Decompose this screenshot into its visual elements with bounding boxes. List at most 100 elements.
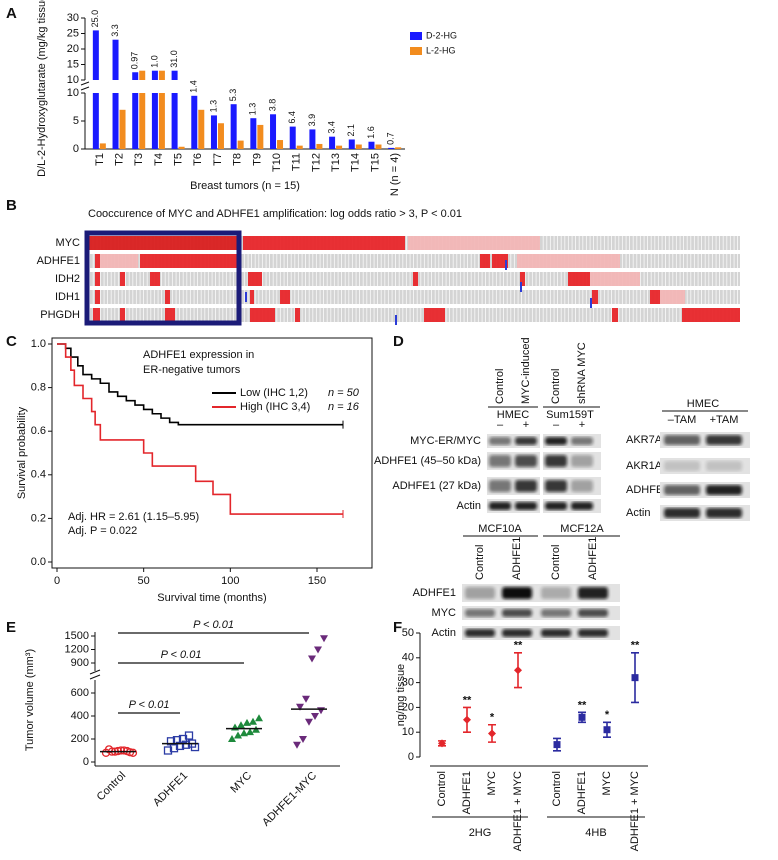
bar-annotation: 3.9	[307, 114, 317, 127]
point	[166, 737, 176, 746]
bar	[316, 143, 323, 149]
y-tick-label: 1500	[65, 630, 89, 642]
alteration	[95, 290, 100, 304]
blot-band	[465, 609, 495, 617]
panel-label: B	[6, 197, 17, 214]
blot-band	[489, 455, 511, 467]
y-tick-label: 0	[408, 751, 414, 763]
annotation: Adj. P = 0.022	[68, 525, 137, 537]
bar	[119, 109, 126, 149]
y-tick-label: 0.6	[31, 425, 46, 437]
y-tick-label: 10	[67, 74, 79, 86]
blot-band	[571, 437, 593, 445]
bar-annotation: 2.1	[346, 124, 356, 137]
alteration	[413, 272, 418, 286]
legend-label: Low (IHC 1,2)	[240, 387, 308, 399]
y-axis-label: ng/mg tissue	[395, 664, 407, 726]
bar	[237, 140, 244, 149]
point	[240, 729, 248, 737]
y-tick-label: 1.0	[31, 338, 46, 350]
significance: *	[490, 712, 495, 724]
axis-break	[80, 81, 90, 86]
y-tick-label: 400	[71, 710, 89, 722]
blot-band	[578, 587, 608, 599]
y-tick-label: 900	[71, 657, 89, 669]
x-tick-label: T2	[113, 153, 125, 166]
blot-band	[664, 508, 700, 518]
bar-annotation: 3.3	[110, 24, 120, 37]
alteration	[150, 272, 160, 286]
bar	[355, 144, 362, 149]
column-label: shRNA MYC	[576, 342, 588, 404]
alteration	[517, 254, 620, 268]
axis-break	[89, 674, 101, 680]
blot-band	[571, 480, 593, 492]
y-tick-label: 10	[67, 87, 79, 99]
legend-swatch	[410, 32, 422, 40]
panel-label: F	[393, 619, 402, 636]
survival-curve	[57, 343, 343, 426]
column-label: –TAM	[668, 414, 697, 426]
x-tick-label: ADHFE1-MYC	[260, 770, 319, 829]
significance: *	[605, 709, 610, 721]
bar	[112, 93, 119, 149]
comparison-label: P < 0.01	[129, 699, 170, 711]
bar	[92, 30, 99, 80]
bar	[289, 126, 296, 149]
x-tick-label: T1	[94, 153, 106, 166]
x-tick-label: T3	[133, 153, 145, 166]
alteration	[520, 272, 525, 286]
bar	[309, 129, 316, 149]
point	[578, 713, 586, 721]
blot-band	[706, 435, 742, 445]
alteration	[650, 290, 660, 304]
legend-label: D-2-HG	[426, 30, 457, 40]
point	[249, 717, 257, 725]
alteration	[120, 272, 125, 286]
bar	[388, 147, 395, 149]
x-tick-label: Control	[95, 770, 129, 804]
bar	[158, 93, 165, 149]
blot-band	[571, 455, 593, 467]
point	[308, 655, 316, 663]
cooccurrence-box	[84, 230, 242, 326]
bar	[171, 93, 178, 149]
column-label: ADHFE1	[587, 537, 599, 580]
gene-label: PHGDH	[40, 309, 80, 321]
y-axis-label: D/L-2-Hydroxyglutarate (mg/kg tissue)	[36, 0, 48, 177]
bar-annotation: 1.0	[149, 55, 159, 68]
treatment-label: –	[553, 419, 560, 431]
legend-swatch	[410, 47, 422, 55]
blot-band	[571, 502, 593, 510]
axis-break	[89, 669, 101, 675]
treatment-label: –	[497, 419, 504, 431]
x-tick-label: T12	[310, 153, 322, 172]
alteration	[568, 272, 590, 286]
bar-annotation: 5.3	[228, 89, 238, 102]
x-tick-label: T8	[232, 153, 244, 166]
y-tick-label: 200	[71, 733, 89, 745]
bar	[158, 70, 165, 80]
x-tick-label: MYC	[486, 771, 498, 796]
bar-annotation: 1.6	[366, 126, 376, 139]
alteration	[250, 308, 275, 322]
column-label: MYC-induced	[520, 337, 532, 404]
gene-label: IDH2	[55, 273, 80, 285]
point	[255, 714, 263, 722]
column-label: +TAM	[710, 414, 739, 426]
panel-label: A	[6, 5, 17, 22]
point	[320, 635, 328, 643]
point	[299, 736, 307, 743]
alteration	[295, 308, 300, 322]
gene-label: MYC	[56, 237, 81, 249]
x-tick-label: T6	[192, 153, 204, 166]
blot-band	[545, 455, 567, 467]
bar	[296, 145, 303, 149]
group-label: HMEC	[687, 398, 719, 410]
bar	[178, 146, 185, 149]
bar-annotation: 0.97	[130, 52, 140, 70]
point	[514, 666, 522, 675]
bar-annotation: 1.3	[208, 100, 218, 113]
legend-n: n = 16	[328, 401, 360, 413]
